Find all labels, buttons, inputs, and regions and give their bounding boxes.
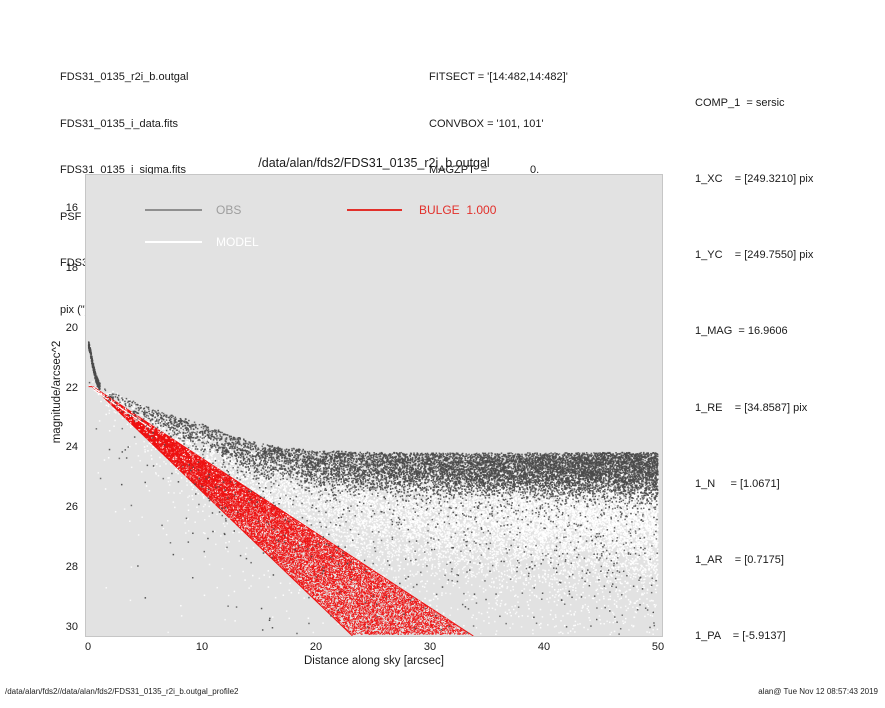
header-component-params: COMP_1 = sersic 1_XC = [249.3210] pix 1_… bbox=[695, 40, 813, 708]
header-line: FDS31_0135_i_data.fits bbox=[60, 117, 179, 130]
header-line: 1_PA = [-5.9137] bbox=[695, 630, 786, 643]
obs-legend-line-icon bbox=[145, 209, 202, 211]
legend-model-label: MODEL bbox=[216, 235, 259, 249]
model-legend-line-icon bbox=[145, 241, 202, 243]
y-tick-label: 20 bbox=[65, 321, 78, 334]
x-tick-label: 0 bbox=[84, 641, 92, 653]
y-tick-label: 22 bbox=[65, 381, 78, 394]
legend-obs-label: OBS bbox=[216, 203, 242, 217]
header-line: FDS31_0135_r2i_b.outgal bbox=[60, 71, 189, 83]
header-line: 1_AR = [0.7175] bbox=[695, 554, 784, 567]
y-tick-label: 24 bbox=[65, 441, 78, 454]
footer-user-timestamp: alan@ Tue Nov 12 08:57:43 2019 bbox=[758, 687, 878, 696]
y-tick-label: 28 bbox=[65, 561, 78, 574]
plot-title: /data/alan/fds2/FDS31_0135_r2i_b.outgal bbox=[258, 156, 490, 170]
header-line: 1_MAG = 16.9606 bbox=[695, 325, 788, 338]
header-line: 1_N = [1.0671] bbox=[695, 477, 780, 490]
header-line: COMP_1 = sersic bbox=[695, 96, 785, 109]
x-tick-label: 20 bbox=[309, 641, 323, 653]
header-line: MAGZPT = 0. bbox=[429, 164, 540, 176]
x-tick-label: 40 bbox=[537, 641, 551, 653]
x-tick-label: 30 bbox=[423, 641, 437, 653]
header-line: 1_YC = [249.7550] pix bbox=[695, 249, 814, 262]
x-axis-label: Distance along sky [arcsec] bbox=[304, 655, 444, 667]
header-line: FITSECT = '[14:482,14:482]' bbox=[429, 71, 568, 83]
footer-output-path: /data/alan/fds2//data/alan/fds2/FDS31_01… bbox=[5, 687, 239, 696]
header-line: CONVBOX = '101, 101' bbox=[429, 117, 544, 130]
plot-area bbox=[85, 174, 663, 637]
header-line: 1_RE = [34.8587] pix bbox=[695, 401, 808, 414]
y-tick-label: 30 bbox=[65, 621, 78, 634]
header-line: 1_XC = [249.3210] pix bbox=[695, 173, 814, 186]
legend-bulge-label: BULGE 1.000 bbox=[419, 203, 497, 217]
y-tick-label: 16 bbox=[65, 201, 78, 214]
profile-scatter-canvas bbox=[86, 175, 662, 636]
x-tick-label: 10 bbox=[195, 641, 209, 653]
bulge-legend-line-icon bbox=[347, 209, 402, 211]
x-tick-label: 50 bbox=[651, 641, 665, 653]
y-tick-label: 26 bbox=[65, 501, 78, 514]
y-tick-label: 18 bbox=[65, 261, 78, 274]
header-line: FDS31_0135_i_sigma.fits bbox=[60, 164, 186, 176]
